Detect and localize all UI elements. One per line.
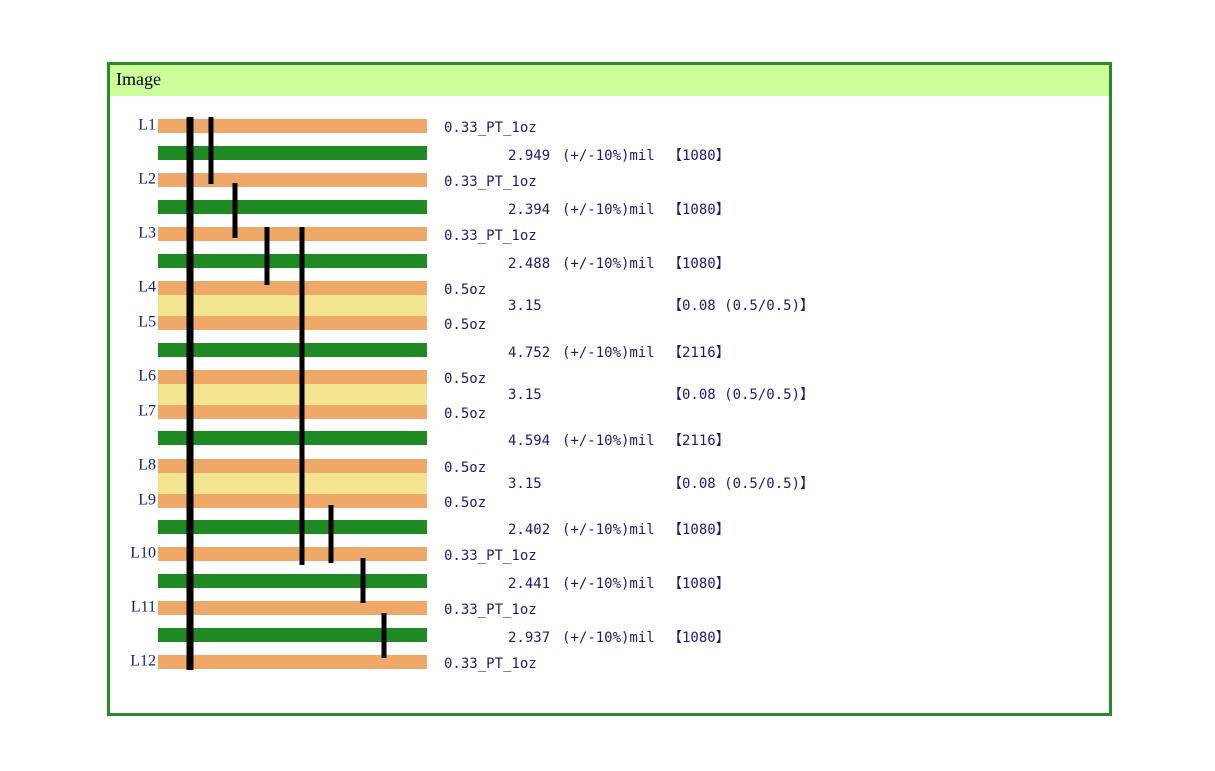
material: 【1080】 [668, 256, 730, 272]
layer-label: L2 [138, 171, 156, 188]
layer-label: L8 [138, 457, 156, 474]
via [186, 117, 194, 670]
prepreg [158, 431, 427, 445]
copper-weight: 0.33_PT_1oz [444, 120, 537, 136]
layer-label: L4 [138, 279, 156, 296]
tolerance: (+/-10%)mil [562, 148, 655, 164]
layer-label: L9 [138, 492, 156, 509]
copper-layer [158, 494, 427, 508]
layer-label: L11 [131, 599, 156, 616]
copper-weight: 0.33_PT_1oz [444, 602, 537, 618]
prepreg [158, 254, 427, 268]
tolerance: (+/-10%)mil [562, 345, 655, 361]
tolerance: (+/-10%)mil [562, 202, 655, 218]
thickness: 3.15 [508, 387, 542, 403]
material: 【1080】 [668, 576, 730, 592]
thickness: 2.937 [508, 630, 550, 646]
prepreg [158, 200, 427, 214]
copper-layer [158, 655, 427, 669]
stackup: 2.949 (+/-10%)mil 【1080】 2.394 (+/-10%)mil 【1… [130, 117, 814, 672]
tolerance: (+/-10%)mil [562, 522, 655, 538]
via [328, 505, 334, 563]
layer-label: L10 [130, 545, 156, 562]
copper-weight: 0.5oz [444, 282, 486, 298]
material: 【2116】 [668, 345, 730, 361]
via [208, 117, 214, 184]
core [158, 473, 427, 494]
layer-label: L7 [138, 403, 156, 420]
thickness: 2.949 [508, 148, 550, 164]
copper-layer [158, 119, 427, 133]
material: 【0.08 (0.5/0.5)】 [668, 476, 814, 492]
thickness: 2.488 [508, 256, 550, 272]
copper-weight: 0.5oz [444, 371, 486, 387]
prepreg [158, 146, 427, 160]
copper-layer [158, 459, 427, 473]
copper-layer [158, 173, 427, 187]
copper-layer [158, 405, 427, 419]
material: 【2116】 [668, 433, 730, 449]
copper-weight: 0.5oz [444, 460, 486, 476]
prepreg [158, 574, 427, 588]
copper-weight: 0.5oz [444, 406, 486, 422]
thickness: 3.15 [508, 476, 542, 492]
via [299, 227, 305, 565]
material: 【1080】 [668, 148, 730, 164]
tolerance: (+/-10%)mil [562, 576, 655, 592]
thickness: 2.394 [508, 202, 550, 218]
tolerance: (+/-10%)mil [562, 433, 655, 449]
copper-layer [158, 547, 427, 561]
copper-weight: 0.33_PT_1oz [444, 228, 537, 244]
copper-layer [158, 316, 427, 330]
layer-label: L5 [138, 314, 156, 331]
header-title: Image [116, 69, 161, 89]
tolerance: (+/-10%)mil [562, 630, 655, 646]
material: 【1080】 [668, 202, 730, 218]
thickness: 2.402 [508, 522, 550, 538]
prepreg [158, 628, 427, 642]
thickness: 3.15 [508, 298, 542, 314]
layer-label: L3 [138, 225, 156, 242]
copper-weight: 0.33_PT_1oz [444, 656, 537, 672]
copper-weight: 0.5oz [444, 495, 486, 511]
via [381, 613, 387, 658]
copper-layer [158, 281, 427, 295]
thickness: 4.752 [508, 345, 550, 361]
material: 【0.08 (0.5/0.5)】 [668, 387, 814, 403]
copper-weight: 0.33_PT_1oz [444, 174, 537, 190]
layer-label: L12 [130, 653, 156, 670]
copper-layer [158, 370, 427, 384]
via [360, 558, 366, 603]
material: 【1080】 [668, 522, 730, 538]
via [232, 183, 238, 238]
core [158, 295, 427, 316]
prepreg [158, 343, 427, 357]
copper-weight: 0.5oz [444, 317, 486, 333]
layer-label: L1 [138, 117, 156, 134]
thickness: 2.441 [508, 576, 550, 592]
header-bar [110, 65, 1109, 96]
copper-layer [158, 601, 427, 615]
tolerance: (+/-10%)mil [562, 256, 655, 272]
thickness: 4.594 [508, 433, 550, 449]
material: 【1080】 [668, 630, 730, 646]
layer-label: L6 [138, 368, 156, 385]
prepreg [158, 520, 427, 534]
core [158, 384, 427, 405]
copper-layer [158, 227, 427, 241]
via [264, 227, 270, 285]
material: 【0.08 (0.5/0.5)】 [668, 298, 814, 314]
copper-weight: 0.33_PT_1oz [444, 548, 537, 564]
